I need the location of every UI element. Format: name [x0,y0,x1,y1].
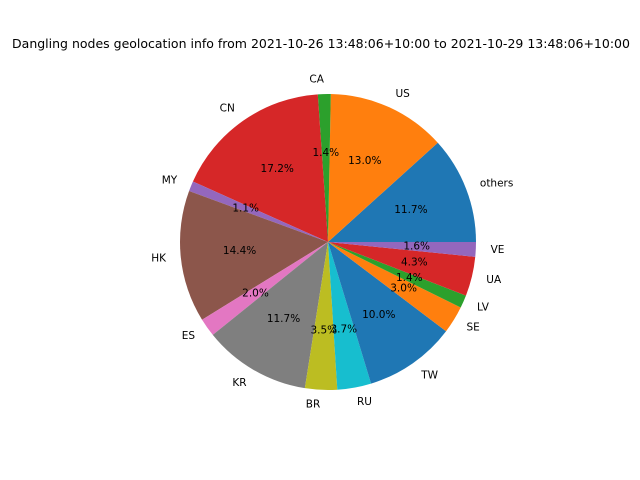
slice-percent-ca: 1.4% [312,147,339,159]
slice-label-lv: LV [477,302,490,314]
pie-slice-ru [328,242,372,390]
slice-label-tw: TW [420,370,438,382]
pie-slice-se [328,242,461,332]
slice-percent-br: 3.5% [310,325,337,337]
slice-percent-us: 13.0% [348,155,381,167]
slice-label-others: others [480,178,513,190]
slice-percent-ru: 3.7% [330,323,357,335]
pie-slice-cn [192,94,328,242]
pie-slice-us [328,94,438,242]
slice-percent-my: 1.1% [232,203,259,215]
pie-slice-lv [328,242,466,308]
slice-percent-lv: 1.4% [396,272,423,284]
slice-percent-tw: 10.0% [362,309,395,321]
chart-title: Dangling nodes geolocation info from 202… [12,36,630,51]
slice-label-cn: CN [220,103,235,115]
slice-label-br: BR [306,399,321,411]
slice-percent-kr: 11.7% [267,313,300,325]
slice-label-es: ES [182,330,196,342]
pie-slice-ca [317,94,331,242]
slice-label-ve: VE [491,244,505,256]
slice-percent-ve: 1.6% [403,241,430,253]
pie-slices [179,94,476,391]
slice-percent-others: 11.7% [394,204,427,216]
pie-slice-hk [179,190,328,320]
slice-percent-ua: 4.3% [401,257,428,269]
pie-slice-es [202,242,328,335]
pie-slice-br [304,242,338,391]
slice-label-my: MY [162,175,178,187]
category-labels: others US CA CN MY HK ES KR BR RU TW SE LV UA VE [151,73,513,410]
slice-label-ca: CA [309,73,324,85]
slice-percent-cn: 17.2% [261,163,294,175]
slice-label-ru: RU [357,396,372,408]
slice-label-hk: HK [151,252,167,264]
slice-label-us: US [396,88,411,100]
pie-slice-my [189,181,328,242]
slice-percent-hk: 14.4% [223,245,256,257]
pie-slice-others [328,142,476,242]
pie-slice-ua [328,242,476,296]
pie-slice-kr [212,242,328,389]
slice-percent-se: 3.0% [390,283,417,295]
slice-label-ua: UA [486,274,502,286]
slice-label-kr: KR [232,377,246,389]
slice-label-se: SE [467,322,480,334]
pie-slice-tw [328,242,447,384]
slice-percent-es: 2.0% [242,287,269,299]
pie-slice-ve [328,242,476,257]
percentage-labels: 11.7% 13.0% 1.4% 17.2% 1.1% 14.4% 2.0% 11.7% 3.5… [223,147,430,337]
